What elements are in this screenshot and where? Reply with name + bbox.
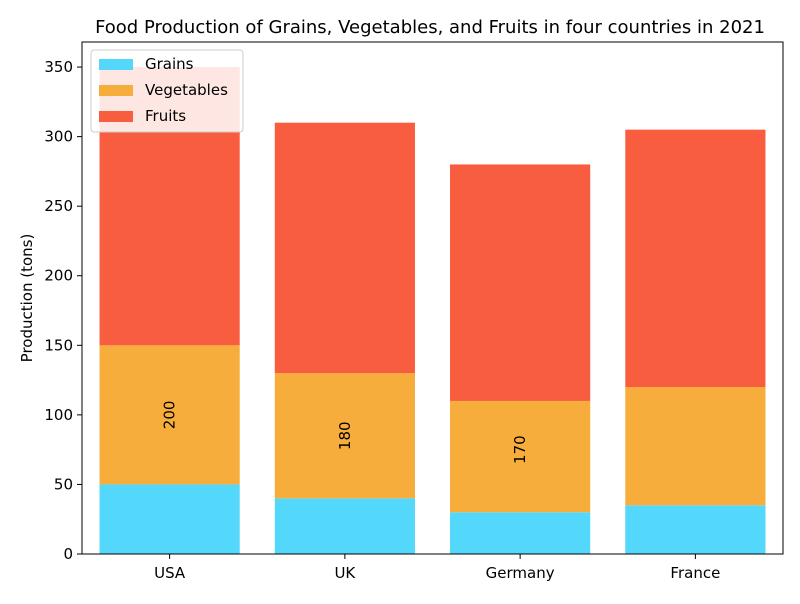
y-tick-label: 50 <box>54 475 73 493</box>
y-tick-label: 0 <box>63 545 73 563</box>
y-tick-label: 200 <box>44 267 73 285</box>
y-axis-label: Production (tons) <box>18 234 36 363</box>
bar-annotation-uk: 180 <box>336 421 354 450</box>
x-tick-label-usa: USA <box>154 564 186 582</box>
y-tick-label: 150 <box>44 336 73 354</box>
y-tick-label: 300 <box>44 128 73 146</box>
legend-label-fruits: Fruits <box>145 107 186 125</box>
legend-label-vegetables: Vegetables <box>145 81 228 99</box>
y-tick-label: 350 <box>44 58 73 76</box>
bar-grains-uk <box>274 498 415 554</box>
bar-grains-usa <box>99 484 240 554</box>
bar-vegetables-france <box>625 387 766 506</box>
legend-swatch-vegetables <box>99 85 133 96</box>
x-tick-label-germany: Germany <box>486 564 555 582</box>
bar-fruits-france <box>625 129 766 388</box>
y-tick-label: 250 <box>44 197 73 215</box>
bar-vegetables-usa <box>99 345 240 485</box>
bars-layer <box>99 67 766 554</box>
bar-grains-germany <box>450 512 591 554</box>
legend: Grains Vegetables Fruits <box>90 49 244 133</box>
bar-annotation-usa: 200 <box>161 401 179 430</box>
bar-vegetables-uk <box>274 373 415 499</box>
axes-layer: 0 50 100 150 200 250 300 350 USA UK Germany France <box>44 41 784 582</box>
legend-swatch-fruits <box>99 111 133 122</box>
legend-swatch-grains <box>99 59 133 70</box>
bar-fruits-uk <box>274 122 415 374</box>
chart-title: Food Production of Grains, Vegetables, a… <box>95 17 765 38</box>
bar-fruits-germany <box>450 164 591 401</box>
annotations-layer: 200 180 170 <box>161 401 530 464</box>
bar-grains-france <box>625 505 766 554</box>
bar-annotation-germany: 170 <box>511 435 529 464</box>
legend-label-grains: Grains <box>145 55 194 73</box>
plot-frame <box>81 41 784 555</box>
x-tick-label-uk: UK <box>334 564 356 582</box>
bar-vegetables-germany <box>450 400 591 513</box>
x-tick-label-france: France <box>670 564 720 582</box>
y-tick-label: 100 <box>44 406 73 424</box>
